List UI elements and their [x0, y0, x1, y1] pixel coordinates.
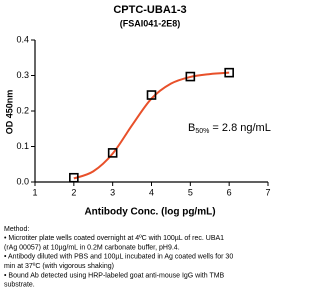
- method-note: (rAg 00057) at 10µg/mL in 0.2M carbonate…: [4, 244, 180, 251]
- annotation-rest: = 2.8 ng/mL: [209, 122, 270, 134]
- data-point: [69, 172, 79, 183]
- fit-curve: [73, 71, 230, 180]
- chart: CPTC-UBA1-3 (FSAI041-2E8) Antibody Conc.…: [4, 4, 271, 289]
- x-tick-label: 2: [71, 187, 76, 197]
- annotation-sub: 50%: [195, 128, 209, 135]
- chart-subtitle: (FSAI041-2E8): [120, 18, 181, 28]
- data-point: [107, 148, 118, 158]
- method-note: min at 37ºC (with vigorous shaking): [4, 263, 114, 270]
- x-tick-label: 1: [32, 187, 37, 197]
- annotation: B50% = 2.8 ng/mL: [188, 122, 271, 135]
- method-note: • Microtiter plate wells coated overnigh…: [4, 235, 224, 242]
- y-axis-label: OD 450nm: [4, 90, 14, 135]
- y-tick-label: 0.4: [16, 34, 29, 44]
- annotation-text: B: [188, 122, 195, 134]
- x-tick-label: 3: [110, 187, 115, 197]
- x-tick-label: 6: [227, 187, 232, 197]
- x-tick-label: 7: [265, 187, 270, 197]
- x-axis-label: Antibody Conc. (log pg/mL): [84, 207, 215, 218]
- data-point: [224, 67, 234, 78]
- method-note: • Antibody diluted with PBS and 100µL in…: [4, 254, 233, 261]
- x-tick-label: 5: [188, 187, 193, 197]
- method-note: substrate.: [4, 282, 35, 289]
- y-tick-label: 0.1: [16, 141, 29, 151]
- method-note: • Bound Ab detected using HRP-labeled go…: [4, 272, 225, 279]
- x-tick-label: 4: [149, 187, 154, 197]
- method-note: Method:: [4, 226, 29, 233]
- y-tick-label: 0.3: [16, 70, 29, 80]
- chart-title: CPTC-UBA1-3: [113, 4, 186, 16]
- y-tick-label: 0.0: [16, 176, 29, 186]
- data-point: [146, 90, 157, 100]
- y-tick-label: 0.2: [16, 105, 29, 115]
- data-point: [185, 71, 196, 82]
